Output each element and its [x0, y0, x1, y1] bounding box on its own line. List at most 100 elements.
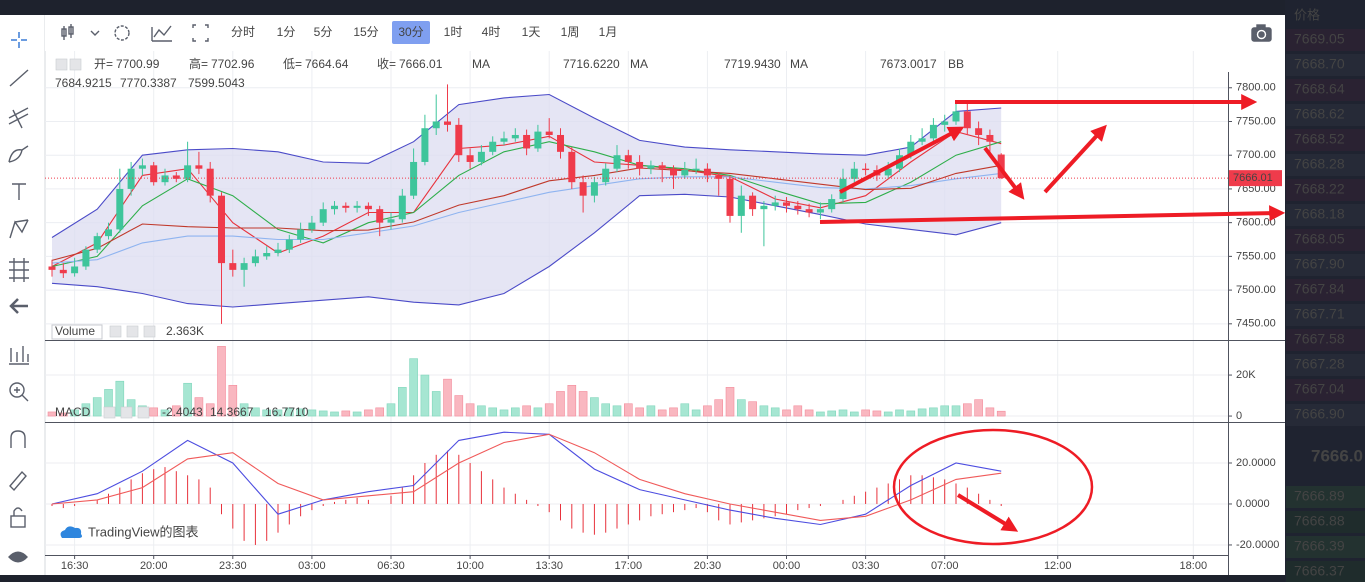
zoom-tool[interactable] [9, 382, 25, 398]
legend-label[interactable]: MA [630, 57, 648, 71]
magnet-tool[interactable] [10, 430, 26, 448]
volume-bar [657, 409, 667, 417]
candle-body [251, 256, 259, 264]
settings-icon[interactable] [120, 406, 133, 419]
interval-button[interactable]: 1月 [599, 25, 618, 39]
interval-button[interactable]: 1分 [277, 25, 296, 39]
legend-value: 7599.5043 [188, 76, 245, 90]
candle-body [195, 165, 203, 169]
close-icon[interactable] [143, 325, 156, 338]
dropdown-button[interactable] [90, 30, 100, 36]
volume-bar [149, 407, 159, 417]
legend-value: -2.4043 [162, 405, 203, 419]
annotation-arrow [819, 205, 1286, 224]
watermark: TradingView的图表 [60, 524, 199, 539]
y-tick-label: 7500.00 [1236, 284, 1276, 296]
legend-label[interactable]: BB [948, 57, 964, 71]
candle-body [816, 209, 824, 213]
volume-bar [827, 410, 837, 417]
interval-button[interactable]: 15分 [353, 25, 378, 39]
settings-icon[interactable] [126, 325, 139, 338]
measure-bars-tool[interactable] [9, 346, 29, 365]
candle-body [71, 266, 79, 274]
volume-bar [737, 399, 746, 417]
volume-bar [454, 395, 464, 417]
y-tick-label: 7600.00 [1236, 217, 1276, 229]
pattern-tool[interactable] [9, 219, 29, 239]
measure-tool[interactable] [9, 258, 29, 282]
candle-body [986, 134, 994, 142]
interval-button[interactable]: 1周 [561, 25, 580, 39]
volume-bar [940, 405, 950, 417]
volume-bar [341, 410, 351, 417]
chart-style-button[interactable] [61, 24, 74, 40]
x-tick-label: 20:00 [140, 560, 168, 572]
bid-row-bg [1286, 511, 1365, 533]
interval-button[interactable]: 30分 [398, 25, 423, 39]
lock-tool[interactable] [10, 515, 26, 528]
eye-icon[interactable] [55, 58, 68, 71]
trendline-tool[interactable] [9, 69, 29, 87]
macd-legend: MACD -2.4043 14.3667 16.7710 [55, 405, 309, 419]
ask-price: 7667.04 [1294, 381, 1345, 397]
interval-button[interactable]: 5分 [314, 25, 333, 39]
crosshair-tool[interactable] [11, 32, 27, 48]
x-tick-label: 17:00 [615, 560, 643, 572]
candle-body [929, 124, 937, 139]
close-icon[interactable] [137, 406, 150, 419]
ask-row-bg [1286, 29, 1365, 51]
fullscreen-button[interactable] [192, 24, 209, 42]
interval-button[interactable]: 4时 [482, 25, 501, 39]
text-tool[interactable] [12, 183, 26, 200]
snapshot-button[interactable] [1251, 24, 1272, 42]
legend-label[interactable]: MA [790, 57, 808, 71]
candle-body [952, 111, 960, 122]
volume-bar [420, 374, 430, 417]
indicators-button[interactable] [151, 25, 172, 42]
legend-label: 开= [94, 57, 113, 71]
candle-body [647, 165, 655, 169]
visibility-tool[interactable] [8, 551, 28, 563]
interval-button[interactable]: 1时 [444, 25, 463, 39]
interval-button[interactable]: 1天 [522, 25, 541, 39]
volume-bar [556, 391, 565, 417]
volume-bar [590, 397, 599, 417]
bid-price: 7666.37 [1294, 563, 1345, 579]
candle-body [828, 199, 836, 210]
eye-icon[interactable] [103, 406, 116, 419]
draw-mode-tool[interactable] [9, 470, 27, 492]
volume-bar [330, 411, 339, 417]
annotation-arrow [956, 493, 1019, 532]
x-tick-label: 12:00 [1044, 560, 1072, 572]
x-tick-label: 10:00 [456, 560, 484, 572]
ask-price: 7668.28 [1294, 156, 1345, 172]
fib-tool[interactable] [8, 107, 29, 129]
volume-bar [409, 358, 418, 417]
back-tool[interactable] [9, 298, 28, 314]
volume-bar [714, 399, 724, 417]
candle-body [489, 141, 497, 152]
eye-icon[interactable] [109, 325, 122, 338]
legend-label[interactable]: MA [472, 57, 490, 71]
indicator-line [51, 93, 1002, 238]
volume-bar [567, 385, 577, 417]
toolbar-bg [45, 15, 1285, 51]
settings-icon[interactable] [69, 58, 82, 71]
volume-legend: Volume 2.363K [51, 324, 204, 340]
legend-value: 7673.0017 [880, 57, 937, 71]
volume-bar [996, 410, 1006, 417]
bid-price: 7666.39 [1294, 538, 1345, 554]
top-toolbar: 分时 1分 5分 15分 30分 1时 4时 1天 1周 1月 [45, 15, 1285, 51]
interval-button[interactable]: 分时 [231, 25, 255, 39]
brush-tool[interactable] [8, 145, 29, 163]
volume-bar [172, 405, 181, 417]
candle-body [557, 134, 565, 152]
candle-body [534, 131, 542, 149]
y-tick-label: 7450.00 [1236, 318, 1276, 330]
ask-row-bg [1286, 54, 1365, 76]
bid-price: 7666.89 [1294, 488, 1345, 504]
legend-box [51, 324, 103, 340]
interval-buttons: 分时 1分 5分 15分 30分 1时 4时 1天 1周 1月 [231, 21, 617, 44]
annotations [819, 94, 1286, 546]
settings-button[interactable] [114, 25, 130, 41]
